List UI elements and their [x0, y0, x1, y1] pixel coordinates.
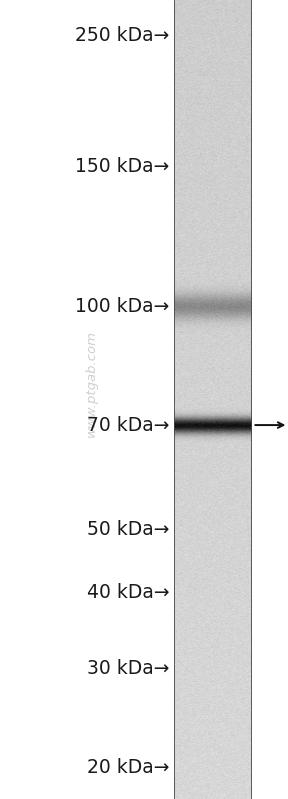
Text: 30 kDa→: 30 kDa→: [87, 659, 169, 678]
Text: 250 kDa→: 250 kDa→: [75, 26, 169, 46]
Text: 20 kDa→: 20 kDa→: [87, 757, 169, 777]
Text: 50 kDa→: 50 kDa→: [87, 520, 169, 539]
Text: 70 kDa→: 70 kDa→: [87, 415, 169, 435]
Text: 100 kDa→: 100 kDa→: [75, 297, 169, 316]
Text: www.ptgab.com: www.ptgab.com: [85, 330, 98, 437]
Text: 40 kDa→: 40 kDa→: [87, 583, 169, 602]
Text: 150 kDa→: 150 kDa→: [75, 157, 169, 176]
